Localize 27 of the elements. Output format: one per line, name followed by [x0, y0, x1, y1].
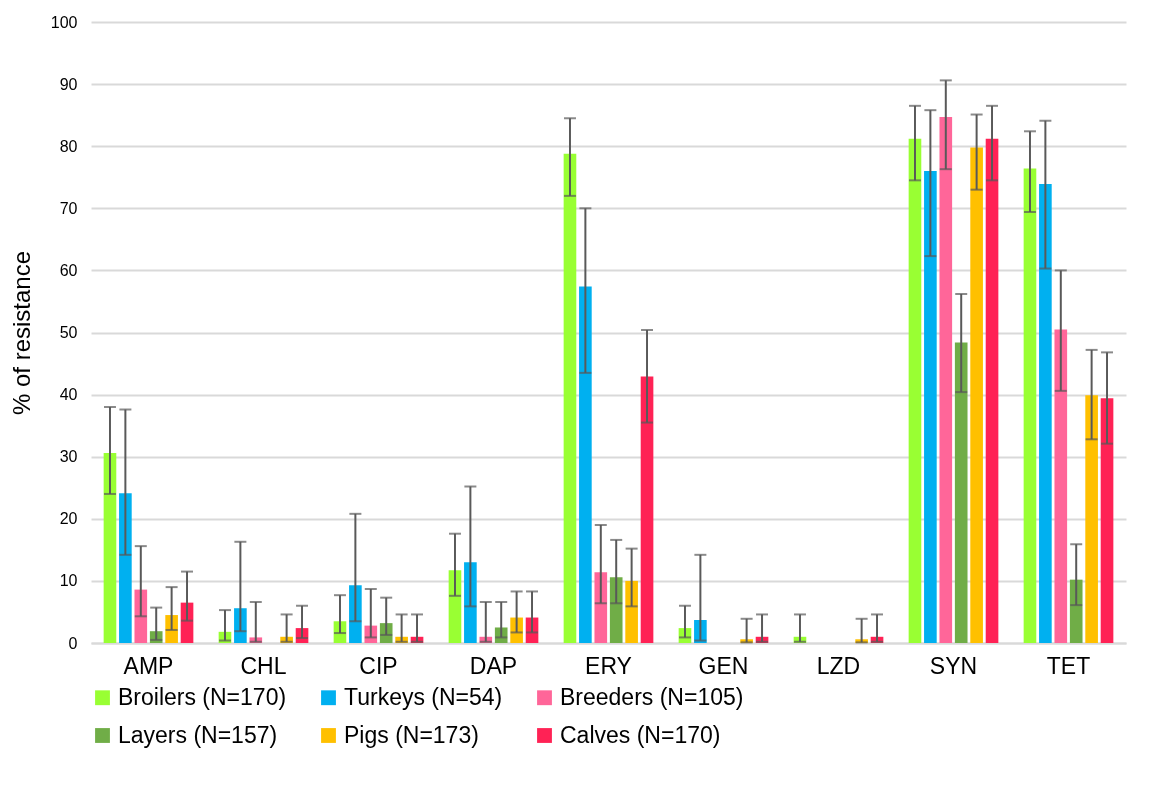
y-tick-label: 60 [59, 261, 78, 279]
y-tick-label: 0 [68, 634, 78, 652]
x-tick-label: CHL [240, 652, 287, 679]
legend-label: Pigs (N=173) [344, 721, 479, 748]
legend-label: Calves (N=170) [560, 721, 721, 748]
x-tick-label: TET [1046, 652, 1091, 679]
y-tick-label: 50 [59, 324, 78, 341]
x-tick-label: DAP [469, 652, 518, 679]
x-tick-label: ERY [585, 652, 632, 679]
x-tick-label: LZD [816, 652, 861, 679]
x-tick-label: SYN [929, 652, 978, 679]
y-tick-label: 80 [59, 137, 78, 155]
legend-label: Broilers (N=170) [118, 683, 287, 710]
y-tick-label: 30 [59, 448, 78, 466]
x-tick-label: AMP [123, 652, 174, 679]
y-tick-label: 20 [59, 510, 78, 528]
y-tick-label: 40 [59, 386, 78, 404]
legend-label: Layers (N=157) [118, 721, 278, 748]
y-tick-label: 90 [59, 75, 78, 93]
x-tick-label: GEN [698, 652, 749, 679]
y-tick-label: 70 [59, 199, 78, 217]
legend-label: Turkeys (N=54) [344, 683, 503, 710]
y-axis-title: % of resistance [7, 250, 35, 416]
legend-label: Breeders (N=105) [560, 683, 744, 710]
y-tick-label: 10 [59, 572, 78, 590]
y-tick-label: 100 [50, 13, 78, 31]
x-tick-label: CIP [359, 652, 398, 679]
